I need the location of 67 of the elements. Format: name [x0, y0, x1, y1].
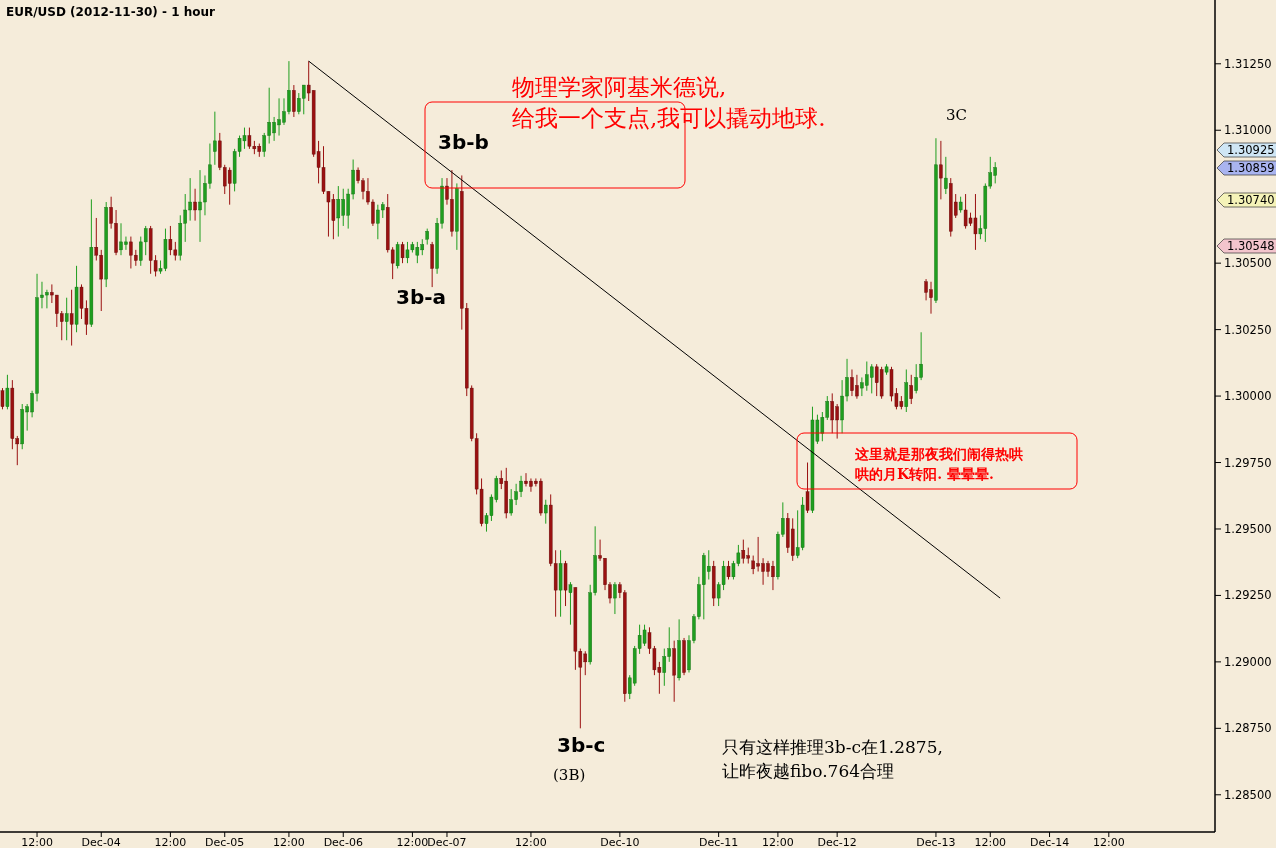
- candlestick: [544, 499, 548, 525]
- y-tick-label: 1.29500: [1224, 521, 1272, 536]
- annotation: 给我一个支点,我可以撬动地球.: [512, 105, 826, 131]
- candlestick: [5, 374, 10, 410]
- y-tick-label: 1.29750: [1224, 455, 1272, 470]
- x-tick-label: Dec-14: [1029, 836, 1070, 848]
- candlestick: [69, 289, 74, 347]
- x-tick-label: 12:00: [1092, 836, 1125, 848]
- y-tick-label: 1.28750: [1224, 721, 1272, 736]
- annotation: 3b-a: [396, 285, 447, 309]
- price-tag: 1.30859: [1216, 160, 1276, 176]
- x-tick-label: 12:00: [273, 836, 305, 848]
- candlestick: [613, 581, 617, 615]
- candlestick: [193, 188, 197, 222]
- y-tick-label: 1.31250: [1224, 56, 1272, 71]
- chart-title: EUR/USD (2012-11-30) - 1 hour: [6, 5, 216, 19]
- x-tick-label: Dec-05: [205, 836, 245, 848]
- candlestick: [568, 581, 573, 626]
- candlestick: [741, 539, 746, 565]
- candlestick: [0, 387, 5, 410]
- candlestick: [939, 140, 943, 200]
- candlestick: [336, 185, 341, 238]
- x-tick-label: 12:00: [21, 836, 53, 848]
- annotation: 3b-b: [438, 130, 489, 154]
- candlestick: [400, 241, 405, 264]
- y-tick-label: 1.30250: [1224, 322, 1272, 337]
- candlestick: [805, 462, 810, 514]
- price-tag: 1.30925: [1216, 142, 1276, 158]
- candlestick: [430, 241, 434, 288]
- annotation: 这里就是那夜我们闹得热哄: [854, 446, 1023, 462]
- x-tick-label: Dec-13: [916, 836, 956, 848]
- x-tick-label: 12:00: [974, 836, 1007, 848]
- y-tick-label: 1.28500: [1224, 787, 1272, 802]
- y-tick-label: 1.30000: [1224, 389, 1272, 404]
- x-tick-label: Dec-10: [600, 836, 640, 848]
- x-tick-label: 12:00: [515, 836, 547, 848]
- candlestick: [213, 111, 217, 166]
- x-tick-label: Dec-11: [699, 836, 739, 848]
- candlestick: [726, 560, 731, 580]
- x-tick-label: 12:00: [762, 836, 794, 848]
- candlestick: [944, 156, 948, 195]
- y-tick-label: 1.30500: [1224, 256, 1272, 271]
- candlestick: [904, 368, 909, 413]
- y-tick-label: 1.29250: [1224, 588, 1272, 603]
- x-tick-label: Dec-12: [817, 836, 857, 848]
- candlestick: [292, 84, 296, 118]
- candlestick: [227, 166, 232, 206]
- price-tag: 1.30548: [1216, 238, 1276, 254]
- x-tick-label: 12:00: [396, 836, 429, 848]
- price-tag: 1.30740: [1216, 192, 1276, 208]
- candlestick: [395, 241, 400, 269]
- annotation: 3C: [946, 106, 968, 124]
- x-tick-label: Dec-04: [81, 836, 121, 848]
- candlestick: [909, 374, 913, 405]
- candlestick: [662, 648, 667, 687]
- annotation: 物理学家阿基米德说,: [512, 74, 727, 100]
- x-tick-label: Dec-07: [427, 836, 467, 848]
- x-tick-label: Dec-06: [323, 836, 363, 848]
- annotation: (3B): [553, 766, 586, 784]
- y-tick-label: 1.29000: [1224, 654, 1272, 669]
- annotation: 3b-c: [557, 733, 606, 757]
- annotation: 只有这样推理3b-c在1.2875,: [722, 737, 943, 757]
- x-tick-label: 12:00: [154, 836, 187, 848]
- candlestick: [64, 297, 69, 341]
- annotation: 哄的月K转阳. 晕晕晕.: [855, 466, 994, 482]
- y-tick-label: 1.31000: [1224, 123, 1272, 138]
- annotation: 让昨夜越fibo.764合理: [722, 761, 895, 781]
